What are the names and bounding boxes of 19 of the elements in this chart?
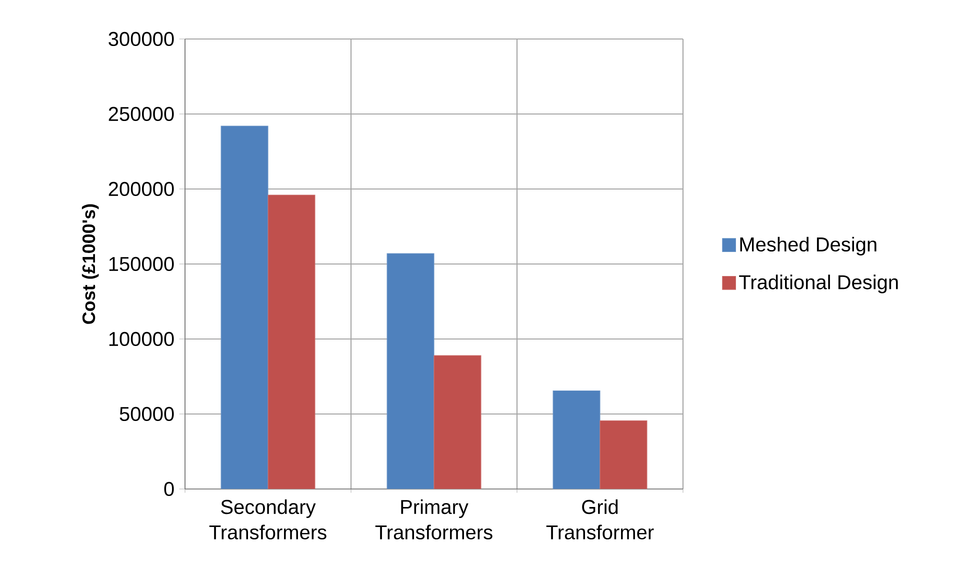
y-tick-label: 50000 — [120, 406, 174, 422]
y-tick-label: 300000 — [108, 32, 174, 46]
x-tick-label: Grid Transformer — [546, 499, 654, 540]
x-tick-label: Primary Transformers — [375, 499, 492, 540]
bar — [220, 126, 268, 489]
bar — [268, 194, 316, 489]
legend-label: Traditional Design — [739, 274, 898, 294]
y-tick-label: 100000 — [109, 332, 174, 346]
y-tick-label: 150000 — [109, 256, 174, 272]
bar — [386, 253, 434, 489]
bar — [600, 420, 648, 489]
bar — [434, 355, 482, 489]
bar — [552, 390, 600, 489]
y-axis-title: Cost (£1000's) — [82, 204, 99, 324]
y-tick-label: 250000 — [108, 106, 174, 122]
legend-label: Meshed Design — [740, 236, 876, 256]
x-tick-label: Secondary Transformers — [209, 499, 326, 540]
y-tick-label: 0 — [164, 482, 174, 496]
y-tick-label: 200000 — [108, 182, 174, 196]
